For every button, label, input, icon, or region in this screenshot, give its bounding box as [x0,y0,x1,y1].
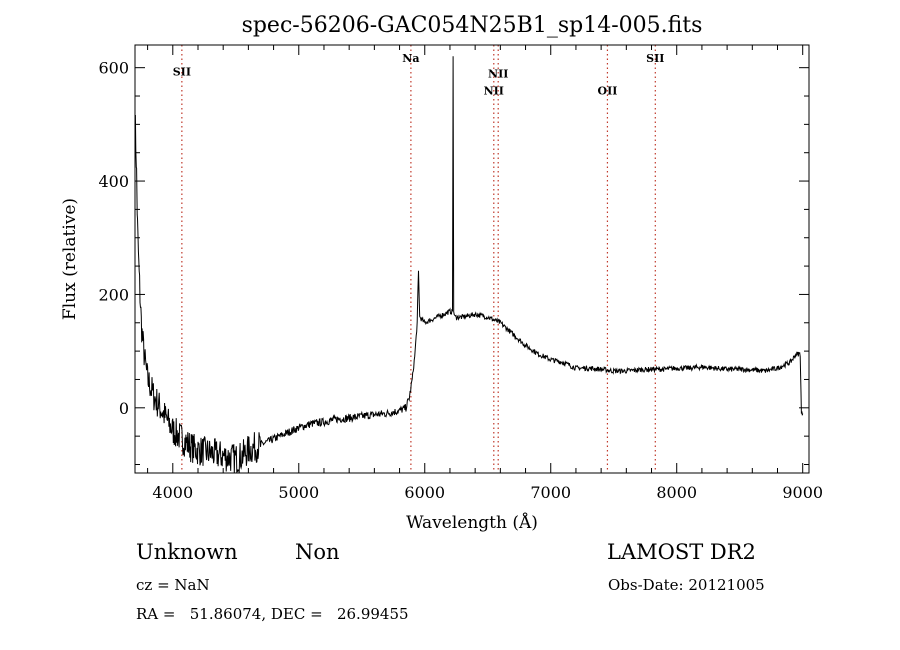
spectrum-line [134,56,804,474]
x-tick-label: 8000 [656,483,697,502]
line-label-sii: SII [173,66,191,79]
y-tick-label: 0 [119,399,129,418]
survey-name: LAMOST DR2 [607,540,756,564]
plot-frame [134,44,810,474]
y-axis-ticks: 0 200 400 600 [98,59,809,465]
x-tick-label: 9000 [782,483,823,502]
emission-line-markers: SII Na NII NII OII SII [173,45,664,473]
y-axis-label: Flux (relative) [60,198,80,320]
object-class: Unknown [136,540,238,564]
x-tick-label: 5000 [278,483,319,502]
y-tick-label: 600 [98,59,129,78]
y-tick-label: 200 [98,285,129,304]
x-axis-label: Wavelength (Å) [406,512,538,533]
y-tick-label: 400 [98,172,129,191]
line-label-oii: OII [597,84,617,97]
coordinates: RA = 51.86074, DEC = 26.99455 [136,605,409,623]
observation-date: Obs-Date: 20121005 [608,576,765,594]
line-label-na: Na [402,52,419,65]
line-label-sii: SII [646,52,664,65]
x-tick-label: 7000 [530,483,571,502]
x-tick-label: 4000 [152,483,193,502]
line-label-nii: NII [484,84,504,97]
x-tick-label: 6000 [404,483,445,502]
object-subclass: Non [295,540,340,564]
chart-title: spec-56206-GAC054N25B1_sp14-005.fits [242,13,703,38]
line-label-nii: NII [488,67,508,80]
x-axis-ticks: 4000 5000 6000 7000 8000 9000 [147,45,823,502]
redshift-cz: cz = NaN [136,576,210,594]
